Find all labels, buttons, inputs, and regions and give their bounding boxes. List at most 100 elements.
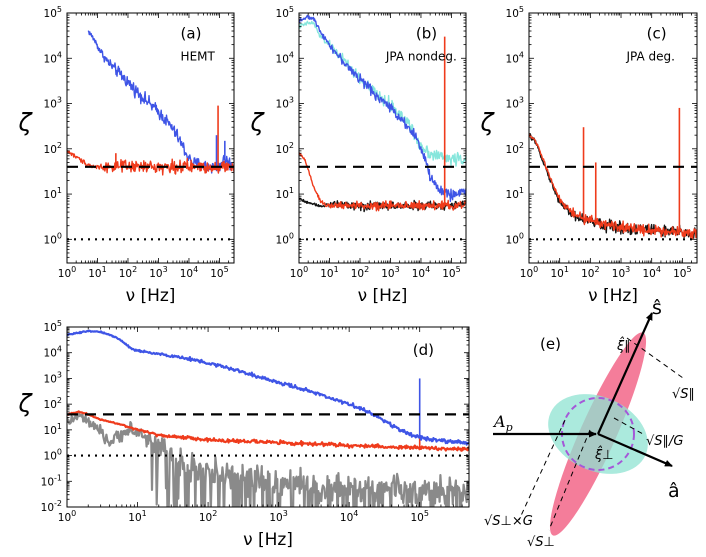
panel-label-b: (b): [416, 25, 437, 43]
x-tick-label-d: 100: [58, 509, 76, 524]
series-red-d: [67, 410, 469, 452]
panel-c-jpa-deg: 100 101 102 103 104 105 100 101 102 103 104 105 ν [H…: [479, 5, 698, 306]
plot-area-c: [529, 107, 697, 240]
axes-frame-b: [298, 12, 467, 264]
y-axis-label-b: ζ: [249, 109, 265, 137]
y-tick-label-b: 103: [276, 96, 294, 111]
x-tick-label-c: 100: [520, 265, 538, 280]
y-tick-label-d: 100: [44, 448, 62, 463]
x-tick-label-a: 104: [180, 265, 198, 280]
x-axis-label-d: ν [Hz]: [243, 530, 293, 550]
y-tick-label-a: 101: [44, 186, 62, 201]
y-tick-label-b: 100: [276, 231, 294, 246]
x-axis-label-b: ν [Hz]: [358, 286, 408, 306]
x-tick-label-b: 103: [381, 265, 399, 280]
series-blue-a: [87, 30, 234, 174]
x-axis-label-c: ν [Hz]: [588, 286, 638, 306]
panel-e-diagram: (e) ŝ â Ap ξ̂∥ ξ̂⊥ √S∥ √S∥/G √S⊥×G √S⊥: [484, 297, 695, 550]
x-tick-label-d: 103: [269, 509, 287, 524]
y-tick-label-c: 103: [506, 96, 524, 111]
plot-area-d: [67, 329, 469, 507]
y-tick-label-d: 10-1: [41, 473, 62, 488]
series-red-a: [67, 150, 234, 176]
x-tick-label-c: 105: [673, 265, 691, 280]
sqrt-sperp-g-label: √S⊥×G: [484, 514, 533, 529]
s-axis-arrow: [596, 312, 654, 435]
y-tick-label-d: 101: [44, 422, 62, 437]
y-tick-label-d: 10-2: [41, 499, 62, 514]
series-cyan-b: [299, 20, 466, 167]
y-tick-label-a: 102: [44, 141, 62, 156]
xi-par-label: ξ̂∥: [616, 337, 631, 354]
x-tick-label-a: 103: [149, 265, 167, 280]
x-axis-label-a: ν [Hz]: [126, 286, 176, 306]
x-tick-label-b: 100: [290, 265, 308, 280]
dim-line-spar-g: [613, 417, 644, 435]
dim-line-spar: [626, 337, 684, 379]
y-tick-label-b: 104: [276, 50, 294, 65]
x-tick-label-d: 102: [199, 509, 217, 524]
ap-label: Ap: [492, 412, 513, 434]
axes-frame-c: [528, 12, 698, 264]
x-tick-label-d: 101: [128, 509, 146, 524]
sqrt-spar-g-label: √S∥/G: [646, 434, 684, 449]
series-black-c: [529, 133, 697, 239]
y-axis-label-c: ζ: [479, 109, 495, 137]
axes-frame-a: [66, 12, 235, 264]
y-tick-label-c: 105: [506, 5, 524, 20]
x-tick-label-b: 105: [442, 265, 460, 280]
y-tick-label-a: 105: [44, 5, 62, 20]
series-blue-d: [67, 329, 469, 446]
y-tick-label-c: 101: [506, 186, 524, 201]
y-tick-label-a: 100: [44, 231, 62, 246]
xi-perp-label: ξ̂⊥: [594, 446, 614, 463]
y-tick-label-d: 102: [44, 396, 62, 411]
panel-title-b: JPA nondeg.: [385, 49, 457, 63]
panel-e-label: (e): [540, 335, 561, 353]
panel-label-c: (c): [647, 25, 667, 43]
x-tick-label-d: 104: [340, 509, 358, 524]
y-tick-label-a: 104: [44, 50, 62, 65]
panel-label-d: (d): [413, 341, 434, 359]
panel-title-c: JPA deg.: [625, 49, 674, 63]
plot-area-b: [299, 14, 466, 213]
x-tick-label-c: 102: [581, 265, 599, 280]
x-tick-label-b: 101: [320, 265, 338, 280]
y-tick-label-c: 104: [506, 50, 524, 65]
x-tick-label-a: 101: [88, 265, 106, 280]
x-tick-label-a: 102: [119, 265, 137, 280]
y-tick-label-d: 105: [44, 319, 62, 334]
y-tick-label-c: 100: [506, 231, 524, 246]
x-tick-label-c: 104: [642, 265, 660, 280]
series-blue-b: [299, 14, 466, 203]
series-red-c: [529, 133, 697, 240]
y-axis-label-a: ζ: [17, 109, 33, 137]
dim-line-sperp-g: [518, 419, 566, 521]
panel-label-a: (a): [181, 25, 202, 43]
x-tick-label-c: 101: [550, 265, 568, 280]
x-tick-label-a: 105: [210, 265, 228, 280]
s-hat-label: ŝ: [652, 297, 662, 319]
y-tick-label-c: 102: [506, 141, 524, 156]
x-tick-label-a: 100: [58, 265, 76, 280]
y-axis-label-d: ζ: [17, 390, 33, 418]
x-tick-label-b: 104: [412, 265, 430, 280]
x-tick-label-d: 105: [410, 509, 428, 524]
x-tick-label-b: 102: [351, 265, 369, 280]
sqrt-sperp-label: √S⊥: [527, 535, 555, 550]
y-tick-label-a: 103: [44, 96, 62, 111]
panel-b-jpa-nondeg: 100 101 102 103 104 105 100 101 102 103 104 105 ν [H…: [249, 5, 467, 306]
x-tick-label-c: 103: [612, 265, 630, 280]
panel-title-a: HEMT: [181, 49, 216, 63]
y-tick-label-b: 105: [276, 5, 294, 20]
a-hat-label: â: [668, 480, 680, 502]
y-tick-label-d: 103: [44, 370, 62, 385]
y-tick-label-b: 101: [276, 186, 294, 201]
series-red-b: [299, 152, 466, 212]
series-gray-d: [67, 411, 469, 507]
dim-line-sperp: [548, 429, 591, 531]
sqrt-spar-label: √S∥: [672, 387, 695, 402]
panel-a-hemt: 100 101 102 103 104 105 100 101 102 103 104 105 ν [H…: [17, 5, 235, 306]
a-axis-arrow: [597, 432, 673, 468]
